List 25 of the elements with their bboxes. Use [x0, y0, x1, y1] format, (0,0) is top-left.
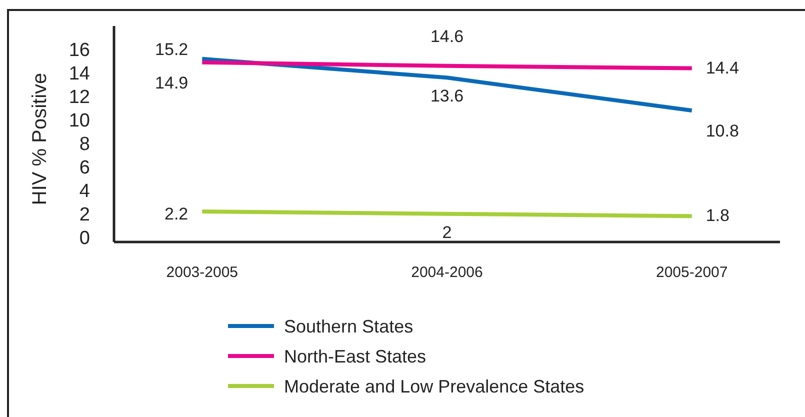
data-label: 14.4 [706, 58, 739, 78]
y-tick-label: 8 [79, 134, 90, 156]
data-label: 15.2 [155, 40, 188, 59]
x-tick-label: 2005-2007 [656, 264, 728, 281]
data-label: 10.8 [706, 122, 739, 141]
data-label: 1.8 [706, 206, 730, 226]
y-tick-label: 14 [68, 64, 90, 85]
y-tick-label: 10 [68, 110, 90, 132]
legend-label: Southern States [284, 316, 414, 336]
y-axis-title: HIV % Positive [29, 72, 51, 206]
y-tick-label: 6 [79, 158, 90, 179]
data-label: 13.6 [430, 86, 464, 106]
data-label: 14.9 [155, 73, 188, 92]
y-tick-label: 16 [68, 40, 90, 62]
legend-label: Moderate and Low Prevalence States [284, 376, 584, 396]
legend-label: North-East States [284, 346, 426, 366]
x-tick-label: 2004-2006 [411, 264, 483, 281]
data-label: 2 [442, 222, 452, 242]
y-tick-label: 4 [79, 181, 90, 202]
y-tick-label: 0 [79, 228, 90, 249]
data-label: 2.2 [164, 204, 188, 224]
x-tick-label: 2003-2005 [166, 264, 238, 281]
y-tick-label: 12 [68, 87, 90, 108]
y-tick-label: 2 [79, 204, 90, 226]
data-label: 14.6 [430, 26, 464, 46]
